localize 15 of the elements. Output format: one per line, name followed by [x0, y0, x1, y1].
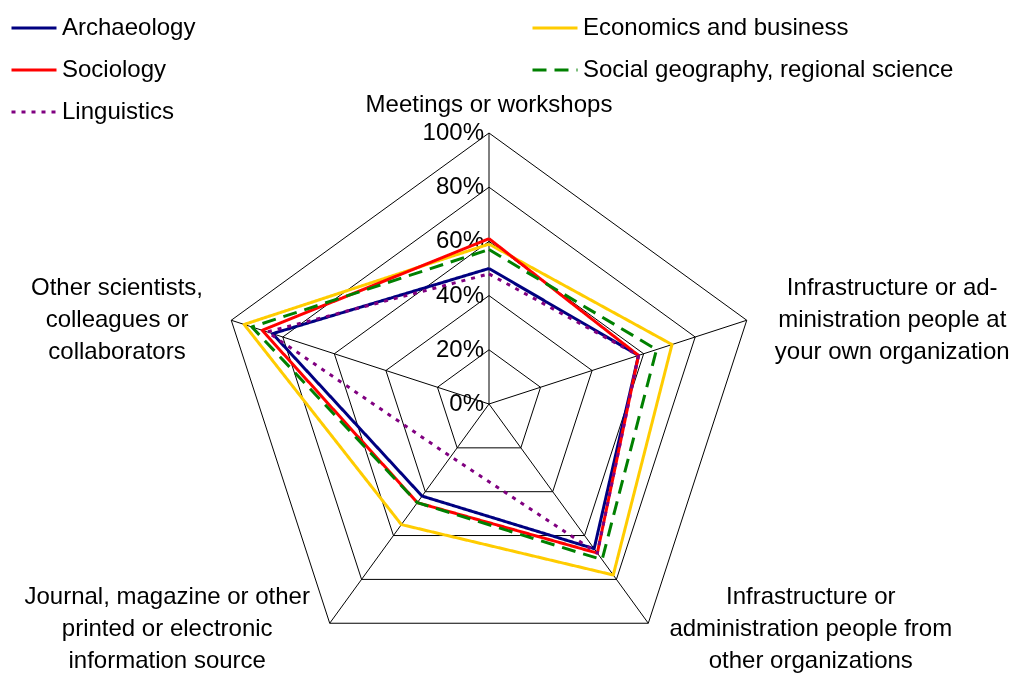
y-tick-label: 80%	[435, 172, 484, 200]
spoke-label: Infrastructure or ad- ministration people at your own organization	[774, 273, 1010, 365]
spoke-label: Meetings or workshops	[365, 90, 613, 117]
y-tick-label: 0%	[449, 389, 484, 416]
legend-label: Economics and business	[583, 13, 849, 40]
legend-label: Linguistics	[62, 97, 175, 124]
spoke-label: Infrastructure or administration people from other organizations	[669, 582, 953, 674]
y-tick-label: 20%	[435, 334, 484, 362]
legend-label: Sociology	[62, 55, 167, 82]
legend-label: Archaeology	[62, 13, 196, 40]
y-tick-label: 40%	[435, 280, 484, 308]
legend-label: Social geography, regional science	[583, 55, 954, 82]
spoke-label: Other scientists, colleagues or collaborators	[30, 273, 204, 365]
spoke-label: Journal, magazine or other printed or electronic information source	[24, 582, 310, 674]
y-tick-label: 100%	[422, 118, 484, 145]
